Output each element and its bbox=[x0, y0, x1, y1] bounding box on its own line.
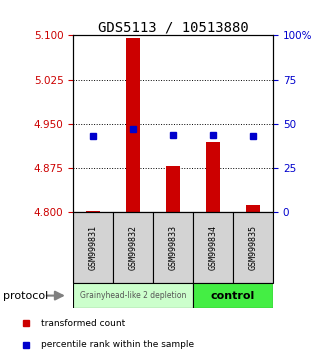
Bar bbox=[73, 212, 113, 283]
Bar bbox=[113, 212, 153, 283]
Bar bbox=[233, 212, 273, 283]
Text: transformed count: transformed count bbox=[42, 319, 126, 328]
Text: GSM999835: GSM999835 bbox=[248, 225, 258, 270]
Bar bbox=[86, 211, 100, 212]
Text: control: control bbox=[211, 291, 255, 301]
Bar bbox=[73, 283, 193, 308]
Text: protocol: protocol bbox=[3, 291, 49, 301]
Bar bbox=[246, 205, 260, 212]
Title: GDS5113 / 10513880: GDS5113 / 10513880 bbox=[98, 20, 248, 34]
Bar bbox=[153, 212, 193, 283]
Text: GSM999831: GSM999831 bbox=[89, 225, 98, 270]
Text: GSM999833: GSM999833 bbox=[168, 225, 178, 270]
Bar bbox=[206, 142, 220, 212]
Bar bbox=[126, 38, 140, 212]
Bar bbox=[193, 212, 233, 283]
Text: percentile rank within the sample: percentile rank within the sample bbox=[42, 340, 194, 349]
Text: GSM999832: GSM999832 bbox=[129, 225, 138, 270]
Text: GSM999834: GSM999834 bbox=[208, 225, 218, 270]
Bar bbox=[166, 166, 180, 212]
Text: Grainyhead-like 2 depletion: Grainyhead-like 2 depletion bbox=[80, 291, 186, 300]
Bar bbox=[193, 283, 273, 308]
